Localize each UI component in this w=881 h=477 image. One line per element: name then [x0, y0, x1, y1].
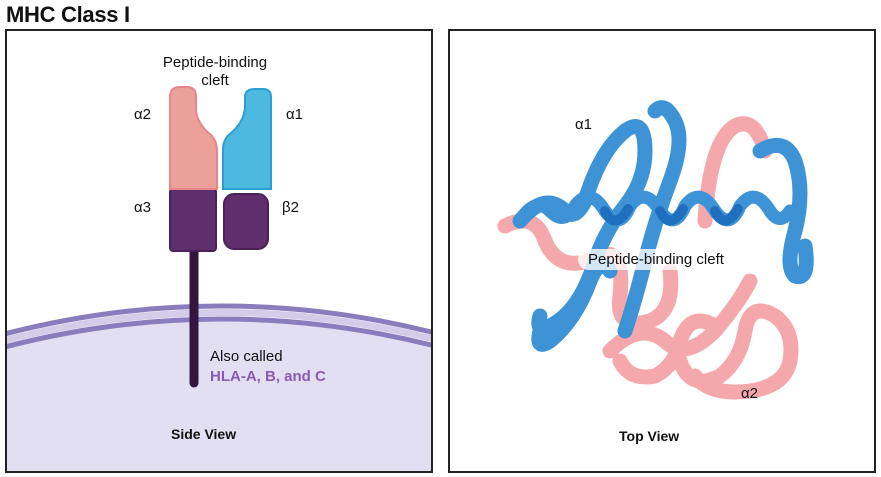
alpha1-strand-3: [752, 137, 814, 285]
side-view-caption: Side View: [171, 426, 237, 442]
alpha3-domain: [169, 188, 217, 252]
page-title: MHC Class I: [6, 2, 130, 27]
cell-membrane-fill: [7, 309, 431, 344]
also-called-label: Also called: [210, 348, 283, 365]
top-view-caption: Top View: [619, 428, 680, 444]
side-alpha3-label: α3: [134, 199, 152, 216]
side-cleft-label-line1: Peptide-binding: [162, 54, 268, 71]
side-view-diagram: [7, 86, 431, 471]
side-beta2-label: β2: [282, 199, 299, 216]
alpha1-domain: [222, 88, 272, 190]
cell-membrane-outer: [7, 303, 431, 337]
alpha2-domain: [169, 86, 218, 190]
alpha1-helix-turn-2: [655, 204, 688, 226]
alpha2-strand-4: [672, 303, 799, 400]
beta2-domain: [223, 193, 269, 250]
side-view-panel: Peptide-binding cleft α2 α1 α3 β2 Also c…: [5, 29, 433, 473]
alpha1-helix-turn-1: [600, 204, 633, 226]
cell-body: [7, 318, 431, 471]
side-alpha2-label: α2: [134, 106, 152, 123]
top-alpha2-label: α2: [741, 385, 759, 402]
alpha2-strand-5: [612, 313, 723, 385]
alpha2-strand-3: [697, 116, 773, 229]
top-view-panel: α1 Peptide-binding cleft α2 Top View: [448, 29, 876, 473]
cell-membrane-inner: [7, 316, 431, 350]
top-cleft-label: Peptide-binding cleft: [578, 249, 734, 270]
side-alpha1-label: α1: [286, 106, 304, 123]
alpha1-strand-4: [531, 258, 618, 352]
alpha1-helix-turn-3: [710, 204, 743, 226]
top-alpha1-label: α1: [575, 116, 593, 133]
alpha1-strand-2: [617, 100, 687, 339]
side-cleft-label: Peptide-binding cleft: [155, 54, 275, 90]
side-cleft-label-line2: cleft: [201, 72, 229, 89]
hla-names-label: HLA-A, B, and C: [210, 368, 326, 385]
